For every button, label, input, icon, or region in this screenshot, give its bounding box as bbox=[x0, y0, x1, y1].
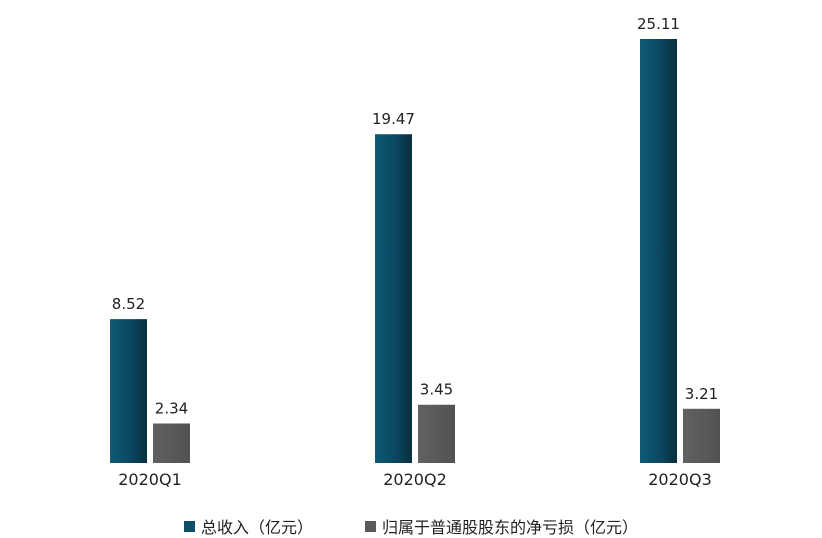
data-label-net-loss-2020Q1: 2.34 bbox=[155, 399, 188, 417]
legend-swatch-revenue bbox=[183, 520, 195, 532]
data-label-revenue-2020Q1: 8.52 bbox=[112, 295, 145, 313]
category-label-2020Q3: 2020Q3 bbox=[648, 470, 712, 489]
legend-item-revenue: 总收入（亿元） bbox=[183, 514, 313, 538]
data-label-net-loss-2020Q2: 3.45 bbox=[420, 381, 453, 399]
legend-label-revenue: 总收入（亿元） bbox=[200, 518, 313, 537]
bar-net-loss-2020Q1 bbox=[153, 423, 190, 463]
category-label-2020Q2: 2020Q2 bbox=[383, 470, 447, 489]
bar-net-loss-2020Q3 bbox=[683, 408, 720, 463]
bar-revenue-2020Q1 bbox=[110, 319, 147, 463]
legend-swatch-net-loss bbox=[365, 520, 376, 532]
data-label-revenue-2020Q3: 25.11 bbox=[637, 15, 680, 33]
data-label-net-loss-2020Q3: 3.21 bbox=[685, 385, 718, 403]
legend-item-net-loss: 归属于普通股股东的净亏损（亿元） bbox=[365, 514, 638, 538]
bar-net-loss-2020Q2 bbox=[418, 404, 455, 463]
category-label-2020Q1: 2020Q1 bbox=[118, 470, 182, 489]
chart-marks: 8.52 2.34 2020Q1 19.47 3.45 2020Q2 25.11 3.21 20… bbox=[110, 15, 720, 489]
data-label-revenue-2020Q2: 19.47 bbox=[372, 110, 415, 128]
bar-revenue-2020Q2 bbox=[375, 134, 412, 464]
bar-revenue-2020Q3 bbox=[640, 39, 677, 463]
legend: 总收入（亿元） 归属于普通股股东的净亏损（亿元） bbox=[0, 514, 822, 538]
legend-label-net-loss: 归属于普通股股东的净亏损（亿元） bbox=[382, 518, 639, 537]
